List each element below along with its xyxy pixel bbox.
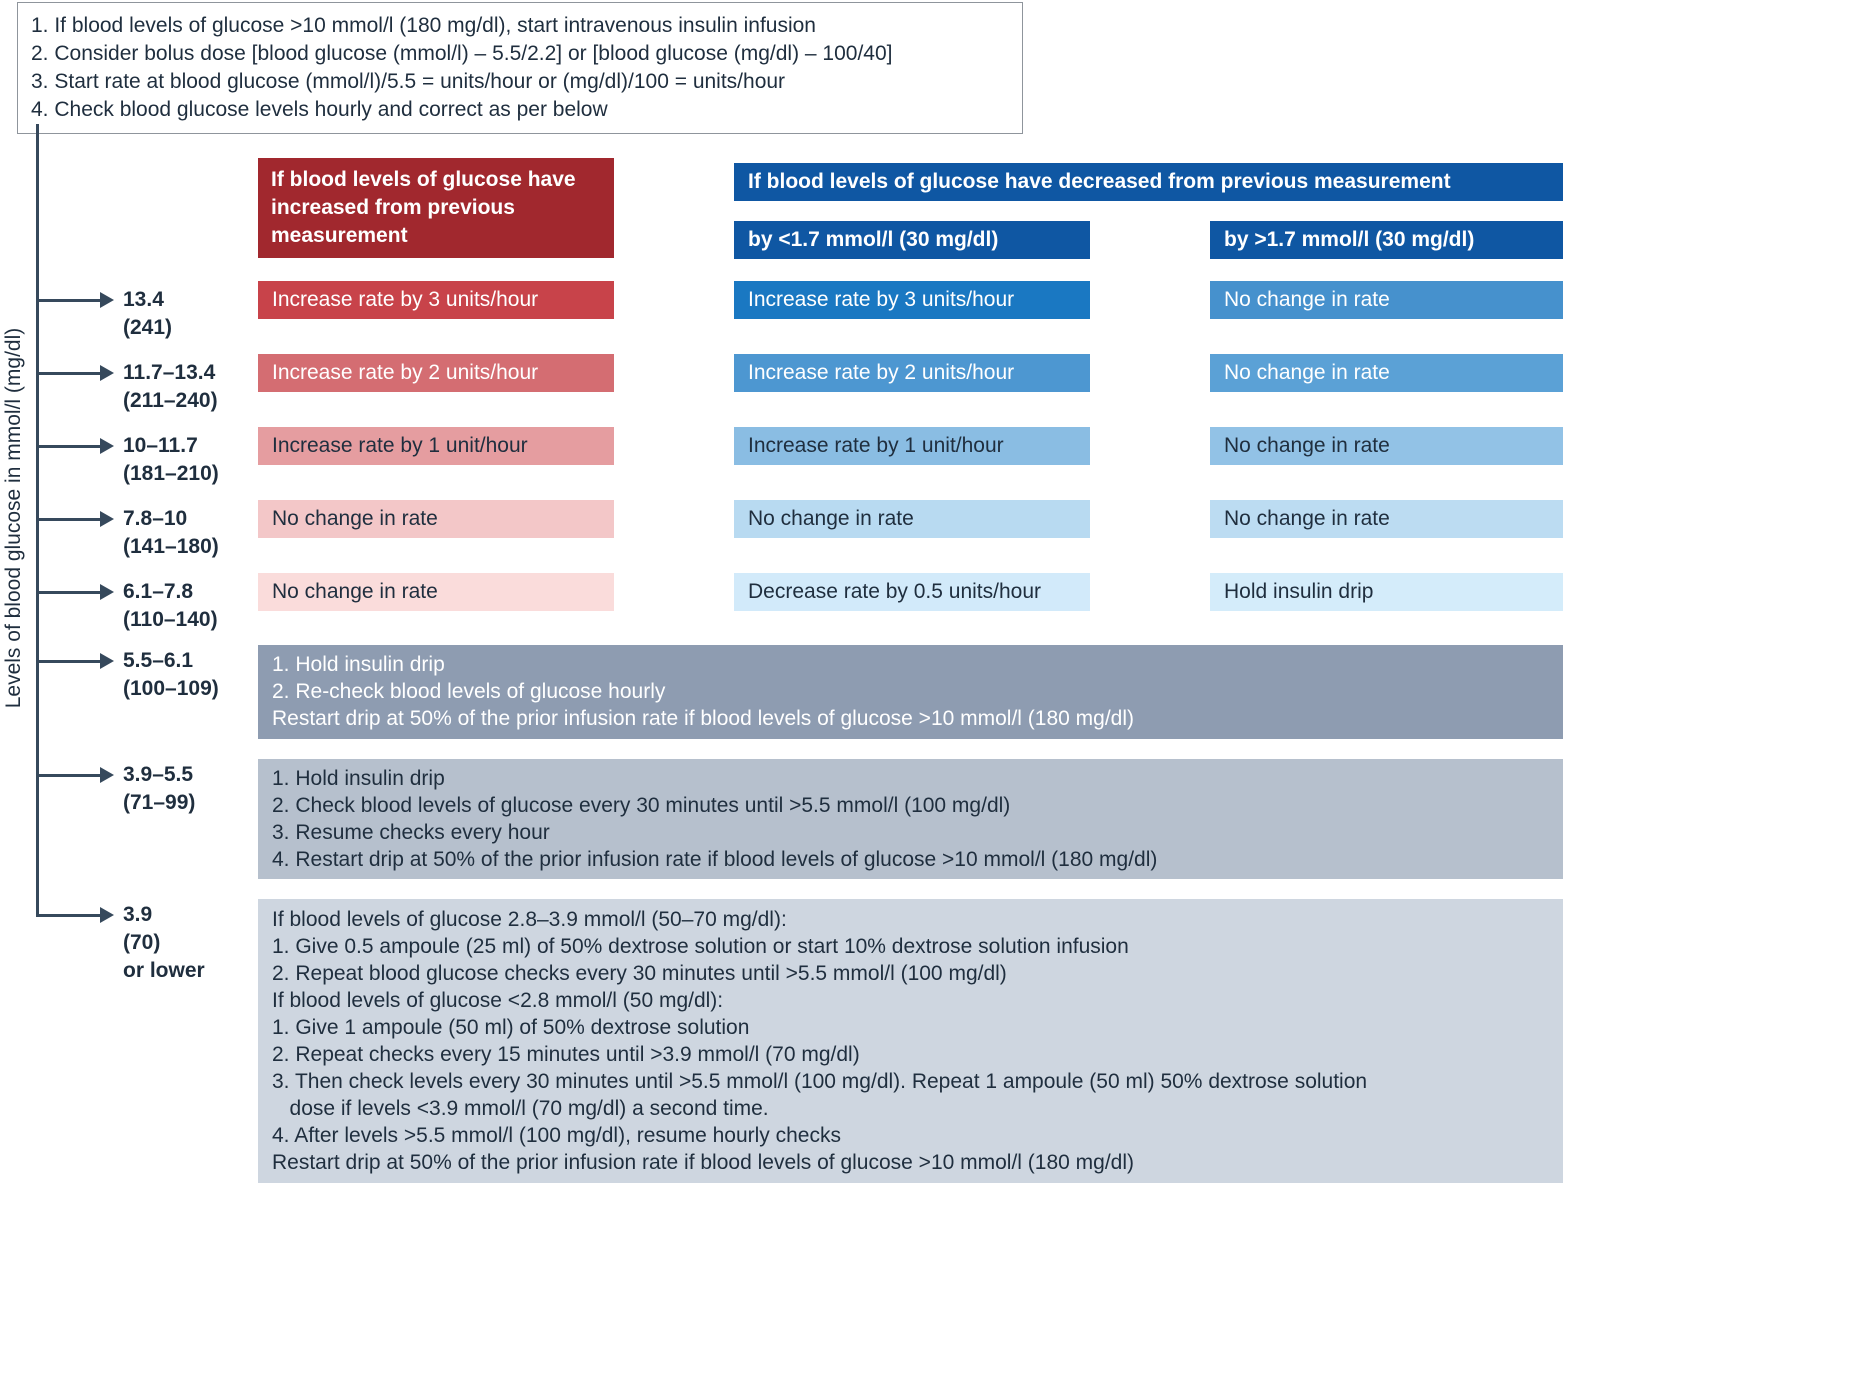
note-line: Restart drip at 50% of the prior infusio… xyxy=(272,1151,1135,1174)
level-mgdl: (70) xyxy=(123,931,161,954)
note-line: 2. Repeat checks every 15 minutes until … xyxy=(272,1043,860,1066)
instructions-box: 1. If blood levels of glucose >10 mmol/l… xyxy=(17,2,1023,134)
note-box-5-5-6-1: 1. Hold insulin drip 2. Re-check blood l… xyxy=(258,645,1563,739)
arrow-line xyxy=(36,299,104,302)
level-label-11-7-13-4: 11.7–13.4 (211–240) xyxy=(123,359,218,415)
arrow-line xyxy=(36,774,104,777)
arrow-head-icon xyxy=(100,292,114,308)
arrow-head-icon xyxy=(100,511,114,527)
level-mmol: 11.7–13.4 xyxy=(123,361,216,384)
cell-10-decreased-large: No change in rate xyxy=(1210,427,1563,465)
arrow-line xyxy=(36,660,104,663)
level-mmol: 10–11.7 xyxy=(123,434,198,457)
note-line: 2. Repeat blood glucose checks every 30 … xyxy=(272,962,1007,985)
note-box-3-9-5-5: 1. Hold insulin drip 2. Check blood leve… xyxy=(258,759,1563,879)
cell-7-8-decreased-small: No change in rate xyxy=(734,500,1090,538)
arrow-head-icon xyxy=(100,365,114,381)
instruction-line-2: 2. Consider bolus dose [blood glucose (m… xyxy=(31,42,893,65)
arrow-head-icon xyxy=(100,907,114,923)
header-decreased-by-small: by <1.7 mmol/l (30 mg/dl) xyxy=(734,221,1090,259)
arrow-line xyxy=(36,372,104,375)
level-mmol: 6.1–7.8 xyxy=(123,580,194,603)
level-label-6-1-7-8: 6.1–7.8 (110–140) xyxy=(123,578,218,634)
note-line: dose if levels <3.9 mmol/l (70 mg/dl) a … xyxy=(272,1097,769,1120)
level-mgdl: (211–240) xyxy=(123,389,218,412)
cell-11-7-decreased-large: No change in rate xyxy=(1210,354,1563,392)
cell-11-7-decreased-small: Increase rate by 2 units/hour xyxy=(734,354,1090,392)
cell-7-8-increased: No change in rate xyxy=(258,500,614,538)
level-label-3-9-5-5: 3.9–5.5 (71–99) xyxy=(123,761,195,817)
level-label-7-8-10: 7.8–10 (141–180) xyxy=(123,505,219,561)
note-line: 2. Check blood levels of glucose every 3… xyxy=(272,794,1011,817)
note-line: 3. Resume checks every hour xyxy=(272,821,550,844)
header-decreased: If blood levels of glucose have decrease… xyxy=(734,163,1563,201)
level-mmol: 13.4 xyxy=(123,288,164,311)
level-label-5-5-6-1: 5.5–6.1 (100–109) xyxy=(123,647,219,703)
level-mgdl: (181–210) xyxy=(123,462,219,485)
note-line: If blood levels of glucose 2.8–3.9 mmol/… xyxy=(272,908,787,931)
level-label-10-11-7: 10–11.7 (181–210) xyxy=(123,432,219,488)
cell-6-1-decreased-small: Decrease rate by 0.5 units/hour xyxy=(734,573,1090,611)
note-line: 2. Re-check blood levels of glucose hour… xyxy=(272,680,666,703)
level-label-3-9-or-lower: 3.9 (70) or lower xyxy=(123,901,205,985)
level-mmol: 3.9 xyxy=(123,903,153,926)
note-line: 1. Hold insulin drip xyxy=(272,653,445,676)
arrow-line xyxy=(36,518,104,521)
level-mmol: 3.9–5.5 xyxy=(123,763,194,786)
note-line: If blood levels of glucose <2.8 mmol/l (… xyxy=(272,989,724,1012)
header-decreased-by-large: by >1.7 mmol/l (30 mg/dl) xyxy=(1210,221,1563,259)
level-qualifier: or lower xyxy=(123,959,205,982)
level-mmol: 7.8–10 xyxy=(123,507,188,530)
instruction-line-4: 4. Check blood glucose levels hourly and… xyxy=(31,98,608,121)
arrow-line xyxy=(36,914,104,917)
note-line: 1. Give 0.5 ampoule (25 ml) of 50% dextr… xyxy=(272,935,1129,958)
level-mgdl: (241) xyxy=(123,316,173,339)
level-mmol: 5.5–6.1 xyxy=(123,649,194,672)
cell-6-1-decreased-large: Hold insulin drip xyxy=(1210,573,1563,611)
cell-10-decreased-small: Increase rate by 1 unit/hour xyxy=(734,427,1090,465)
cell-10-increased: Increase rate by 1 unit/hour xyxy=(258,427,614,465)
cell-6-1-increased: No change in rate xyxy=(258,573,614,611)
note-line: 3. Then check levels every 30 minutes un… xyxy=(272,1070,1368,1093)
arrow-head-icon xyxy=(100,767,114,783)
note-line: 4. After levels >5.5 mmol/l (100 mg/dl),… xyxy=(272,1124,841,1147)
header-increased: If blood levels of glucose have increase… xyxy=(258,158,614,258)
cell-11-7-increased: Increase rate by 2 units/hour xyxy=(258,354,614,392)
cell-13-4-decreased-small: Increase rate by 3 units/hour xyxy=(734,281,1090,319)
arrow-line xyxy=(36,591,104,594)
arrow-head-icon xyxy=(100,584,114,600)
level-mgdl: (100–109) xyxy=(123,677,219,700)
note-line: 4. Restart drip at 50% of the prior infu… xyxy=(272,848,1158,871)
note-line: 1. Give 1 ampoule (50 ml) of 50% dextros… xyxy=(272,1016,750,1039)
cell-13-4-increased: Increase rate by 3 units/hour xyxy=(258,281,614,319)
arrow-head-icon xyxy=(100,653,114,669)
instruction-line-1: 1. If blood levels of glucose >10 mmol/l… xyxy=(31,14,816,37)
cell-7-8-decreased-large: No change in rate xyxy=(1210,500,1563,538)
level-mgdl: (71–99) xyxy=(123,791,196,814)
level-mgdl: (110–140) xyxy=(123,608,218,631)
level-mgdl: (141–180) xyxy=(123,535,219,558)
note-line: 1. Hold insulin drip xyxy=(272,767,445,790)
cell-13-4-decreased-large: No change in rate xyxy=(1210,281,1563,319)
y-axis-label: Levels of blood glucose in mmol/l (mg/dl… xyxy=(2,327,25,709)
arrow-head-icon xyxy=(100,438,114,454)
note-box-3-9-or-lower: If blood levels of glucose 2.8–3.9 mmol/… xyxy=(258,899,1563,1183)
level-label-13-4: 13.4 (241) xyxy=(123,286,172,342)
note-line: Restart drip at 50% of the prior infusio… xyxy=(272,707,1135,730)
arrow-line xyxy=(36,445,104,448)
instruction-line-3: 3. Start rate at blood glucose (mmol/l)/… xyxy=(31,70,786,93)
